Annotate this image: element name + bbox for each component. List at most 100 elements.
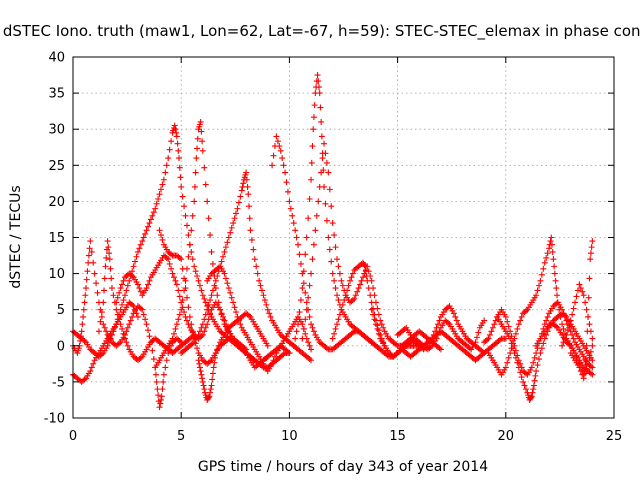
data-point: [589, 342, 596, 349]
data-point: [559, 321, 566, 328]
data-point: [264, 342, 271, 349]
data-point: [243, 169, 250, 176]
data-point: [273, 133, 280, 140]
data-point: [140, 234, 147, 241]
data-point: [179, 193, 186, 200]
data-point: [295, 241, 302, 248]
data-point: [201, 164, 208, 171]
data-point: [199, 292, 206, 299]
data-point: [331, 330, 338, 337]
data-point: [586, 354, 593, 361]
data-point: [492, 317, 499, 324]
data-point: [587, 348, 594, 355]
data-point: [126, 277, 133, 284]
data-point: [194, 145, 201, 152]
data-point: [176, 155, 183, 162]
data-point: [586, 275, 593, 282]
data-point: [528, 393, 535, 400]
data-point: [110, 292, 117, 299]
data-point: [303, 234, 310, 241]
data-point: [554, 292, 561, 299]
data-point: [140, 311, 147, 318]
data-point: [116, 289, 123, 296]
data-point: [329, 270, 336, 277]
data-point: [302, 289, 309, 296]
data-point: [433, 324, 440, 331]
data-point: [570, 305, 577, 312]
data-point: [331, 232, 338, 239]
data-point: [270, 357, 277, 364]
data-point: [253, 263, 260, 270]
data-point: [194, 345, 201, 352]
data-point: [334, 321, 341, 328]
data-point: [121, 335, 128, 342]
data-point: [240, 180, 247, 187]
data-point: [279, 155, 286, 162]
data-point: [137, 354, 144, 361]
data-point: [587, 250, 594, 257]
data-point: [299, 285, 306, 292]
data-point: [212, 277, 219, 284]
data-point: [336, 311, 343, 318]
data-point: [322, 150, 329, 157]
data-point: [215, 264, 222, 271]
data-point: [297, 297, 304, 304]
data-point: [136, 245, 143, 252]
data-point: [137, 305, 144, 312]
data-point: [195, 357, 202, 364]
data-point: [186, 241, 193, 248]
data-point: [332, 244, 339, 251]
data-point: [238, 187, 245, 194]
data-point: [541, 259, 548, 266]
data-point: [146, 277, 153, 284]
data-point: [515, 364, 522, 371]
data-point: [98, 351, 105, 358]
data-point: [228, 294, 235, 301]
data-point: [264, 306, 271, 313]
data-point: [577, 368, 584, 375]
data-point: [580, 375, 587, 382]
data-point: [201, 386, 208, 393]
data-point: [207, 389, 214, 396]
data-point: [245, 191, 252, 198]
data-point: [334, 292, 341, 299]
data-point: [511, 350, 518, 357]
data-point: [205, 316, 212, 323]
data-point: [217, 306, 224, 313]
data-point: [335, 316, 342, 323]
data-point: [522, 307, 529, 314]
data-point: [188, 321, 195, 328]
data-point: [481, 317, 488, 324]
data-point: [292, 227, 299, 234]
data-point: [166, 260, 173, 267]
data-point: [162, 169, 169, 176]
data-point: [260, 292, 267, 299]
data-point: [176, 337, 183, 344]
data-point: [378, 321, 385, 328]
x-axis-label: GPS time / hours of day 343 of year 2014: [198, 459, 488, 475]
data-point: [209, 376, 216, 383]
data-point: [196, 360, 203, 367]
data-point: [271, 353, 278, 360]
data-point: [331, 277, 338, 284]
data-point: [582, 299, 589, 306]
data-point: [228, 224, 235, 231]
data-point: [189, 328, 196, 335]
data-point: [537, 350, 544, 357]
data-point: [582, 362, 589, 369]
data-point: [199, 331, 206, 338]
data-point: [554, 299, 561, 306]
data-point: [576, 281, 583, 288]
data-point: [214, 292, 221, 299]
data-point: [290, 220, 297, 227]
data-point: [371, 316, 378, 323]
data-point: [548, 241, 555, 248]
data-point: [560, 339, 567, 346]
y-tick-label: -10: [44, 412, 65, 427]
data-point: [567, 317, 574, 324]
data-point: [537, 277, 544, 284]
data-point: [338, 306, 345, 313]
data-point: [176, 293, 183, 300]
data-point: [173, 133, 180, 140]
data-point: [124, 342, 131, 349]
